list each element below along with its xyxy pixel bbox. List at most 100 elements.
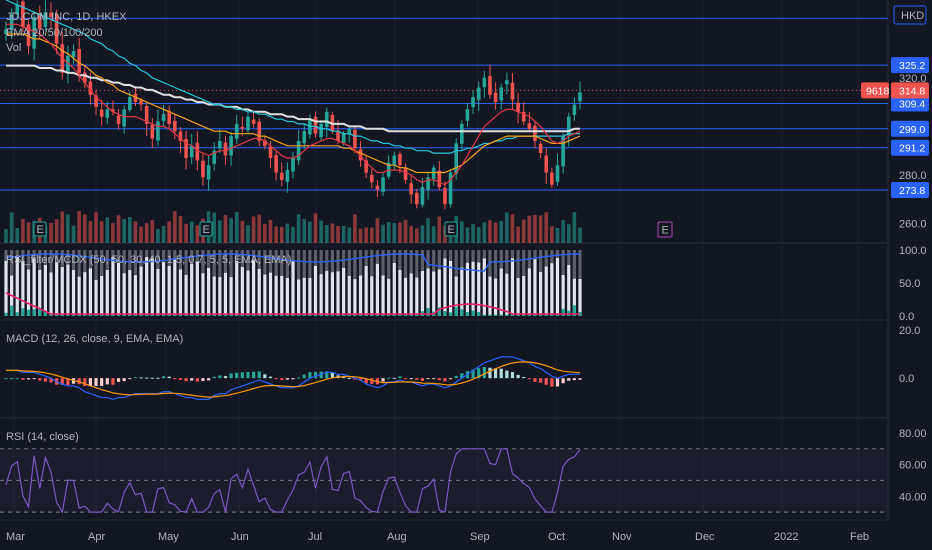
candle-body[interactable] (561, 136, 565, 167)
candle-body[interactable] (111, 109, 115, 112)
earnings-marker[interactable] (199, 221, 213, 237)
level-badge[interactable] (891, 182, 929, 199)
candle-body[interactable] (229, 136, 233, 156)
candle-body[interactable] (43, 12, 48, 27)
candle-body[interactable] (431, 167, 436, 180)
candle-body[interactable] (234, 123, 239, 139)
candle-body[interactable] (347, 128, 352, 135)
price-axis[interactable]: 320.0 280.0 260.0 325.2 309.4 299.0 291.2 273.8… (861, 57, 929, 503)
candle-body[interactable] (195, 142, 200, 161)
candle-body[interactable] (566, 116, 571, 136)
candle-body[interactable] (122, 109, 126, 127)
candle-body[interactable] (392, 155, 397, 166)
currency-badge[interactable] (893, 5, 927, 25)
candle-body[interactable] (37, 13, 42, 30)
candle-body[interactable] (341, 133, 346, 143)
candle-body[interactable] (274, 155, 278, 173)
candle-body[interactable] (488, 76, 492, 95)
candle-body[interactable] (167, 110, 171, 124)
candle-body[interactable] (415, 192, 419, 205)
candle-body[interactable] (251, 119, 256, 124)
candle-body[interactable] (71, 51, 76, 58)
candle-body[interactable] (128, 97, 132, 110)
candle-body[interactable] (173, 120, 177, 132)
candle-body[interactable] (15, 4, 20, 15)
candle-body[interactable] (471, 97, 475, 108)
candle-body[interactable] (212, 150, 217, 164)
candle-body[interactable] (302, 131, 307, 144)
candle-body[interactable] (538, 144, 543, 154)
candle-body[interactable] (454, 143, 458, 174)
candle-body[interactable] (82, 72, 87, 83)
candle-body[interactable] (313, 116, 318, 134)
level-badge[interactable] (891, 95, 929, 112)
candle-body[interactable] (521, 111, 526, 122)
candle-body[interactable] (94, 95, 98, 107)
candle-body[interactable] (533, 125, 537, 141)
candle-body[interactable] (426, 177, 430, 191)
candle-body[interactable] (257, 121, 262, 141)
level-badge[interactable] (891, 139, 929, 156)
candle-body[interactable] (223, 142, 228, 156)
earnings-marker[interactable] (444, 221, 458, 237)
candle-body[interactable] (555, 165, 560, 182)
candle-body[interactable] (161, 114, 166, 121)
last-price-badge[interactable] (891, 82, 929, 99)
candle-body[interactable] (150, 124, 155, 139)
candle-body[interactable] (510, 82, 515, 100)
candle-body[interactable] (246, 116, 250, 131)
candle-body[interactable] (572, 104, 577, 116)
rsi-mcdx-pane[interactable] (4, 250, 582, 316)
candle-body[interactable] (319, 123, 323, 138)
macd-pane[interactable] (4, 356, 582, 401)
candle-body[interactable] (476, 87, 481, 100)
candle-body[interactable] (505, 80, 509, 85)
candle-body[interactable] (201, 160, 205, 178)
candle-body[interactable] (268, 146, 273, 158)
candle-body[interactable] (144, 106, 149, 124)
candle-body[interactable] (398, 154, 402, 166)
candle-body[interactable] (88, 81, 93, 95)
candle-body[interactable] (189, 145, 194, 158)
candle-body[interactable] (493, 92, 498, 103)
candle-body[interactable] (443, 188, 447, 205)
candle-body[interactable] (240, 126, 245, 129)
candle-body[interactable] (77, 49, 81, 73)
candle-body[interactable] (403, 167, 408, 180)
candle-body[interactable] (296, 140, 301, 161)
level-badge[interactable] (891, 120, 929, 137)
candle-body[interactable] (26, 24, 31, 47)
candle-body[interactable] (544, 155, 549, 173)
candle-body[interactable] (465, 109, 470, 121)
candle-body[interactable] (527, 123, 532, 129)
candle-body[interactable] (4, 29, 8, 35)
candle-body[interactable] (336, 130, 340, 141)
candle-body[interactable] (291, 157, 295, 172)
candle-body[interactable] (206, 165, 211, 180)
candle-body[interactable] (32, 17, 36, 49)
candle-body[interactable] (139, 100, 143, 105)
candle-body[interactable] (156, 121, 160, 141)
candle-body[interactable] (263, 140, 267, 146)
candle-body[interactable] (116, 115, 121, 124)
candle-body[interactable] (516, 102, 520, 112)
candle-body[interactable] (9, 14, 14, 31)
candle-body[interactable] (375, 185, 380, 190)
candle-body[interactable] (381, 177, 385, 192)
candle-body[interactable] (460, 123, 464, 144)
candle-body[interactable] (285, 170, 290, 182)
candle-body[interactable] (279, 172, 284, 180)
candle-body[interactable] (499, 87, 504, 101)
candle-body[interactable] (364, 160, 368, 173)
candle-body[interactable] (54, 13, 59, 44)
candle-body[interactable] (105, 109, 110, 118)
candle-body[interactable] (420, 187, 425, 205)
earnings-marker[interactable] (33, 221, 47, 237)
candle-body[interactable] (178, 131, 183, 141)
time-axis[interactable]: Mar Apr May Jun Jul Aug Sep Oct Nov Dec 2022 Feb (6, 531, 869, 543)
candle-body[interactable] (448, 172, 453, 205)
candle-body[interactable] (99, 109, 104, 117)
candle-body[interactable] (482, 77, 487, 88)
